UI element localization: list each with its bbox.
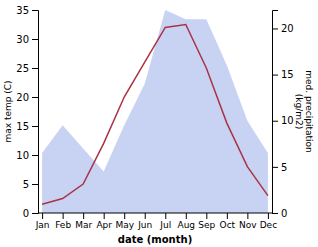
tick-mark [104,213,105,219]
tick: 20 [16,92,38,103]
tick-label: Jan [35,220,50,230]
tick: 20 [272,23,294,34]
y2-axis: 0 5 10 15 20 [272,11,294,219]
y-axis-title: max temp (C) [3,80,13,142]
tick-mark [32,10,38,11]
tick-mark [272,75,278,76]
tick-mark [42,213,43,219]
tick: 35 [16,5,38,16]
tick-label: Nov [239,220,257,230]
tick: Jun [137,213,152,230]
tick-label: 5 [23,179,29,190]
tick-label: Aug [178,220,196,230]
tick-label: 35 [16,5,29,16]
tick-mark [247,213,248,219]
tick-mark [32,97,38,98]
tick: Feb [55,213,71,230]
x-axis-title: date (month) [118,234,192,245]
tick-mark [272,28,278,29]
tick: Aug [178,213,196,230]
tick-mark [32,155,38,156]
tick: 10 [16,150,38,161]
axis-line [273,11,279,214]
tick-label: 15 [281,69,294,80]
marks [42,10,268,213]
precip-area [42,10,268,213]
tick-mark [272,121,278,122]
tick: Dec [260,213,277,230]
tick: Apr [96,213,112,230]
tick-mark [268,213,269,219]
tick: 0 [272,208,287,219]
tick-label: 5 [281,162,287,173]
tick: 10 [272,115,294,126]
tick-mark [32,126,38,127]
tick-mark [227,213,228,219]
tick: 25 [16,63,38,74]
tick-mark [145,213,146,219]
tick-mark [32,68,38,69]
tick: 5 [23,179,38,190]
chart: Jan Feb Mar AprMayJun Jul AugSep OctNovDec 0 5 10… [0,0,318,247]
tick: 30 [16,34,38,45]
tick-label: 20 [281,23,294,34]
tick-label: 10 [16,150,29,161]
temp-line [42,25,268,205]
tick-mark [186,213,187,219]
tick: 5 [272,162,287,173]
tick: 15 [272,69,294,80]
tick: Jan [35,213,50,230]
tick-label: Feb [55,220,71,230]
tick-mark [83,213,84,219]
tick-label: Sep [198,220,215,230]
tick-mark [32,213,38,214]
tick: Nov [239,213,257,230]
tick-mark [63,213,64,219]
tick: May [115,213,134,230]
tick-label: 20 [16,92,29,103]
tick-mark [272,167,278,168]
tick-label: Apr [96,220,112,230]
tick: Sep [198,213,215,230]
tick: Mar [75,213,92,230]
tick-label: Jul [159,220,171,230]
axis-line [38,213,272,214]
axis-line [32,11,39,214]
plot: Jan Feb Mar AprMayJun Jul AugSep OctNovDec 0 5 10… [3,5,314,245]
tick-mark [32,184,38,185]
tick-label: 0 [23,208,29,219]
tick-label: 30 [16,34,29,45]
tick-label: May [115,220,134,230]
y-axis: 0 5 10 15 20 25 30 35 [16,5,38,219]
tick: Oct [220,213,236,230]
tick: Jul [159,213,171,230]
tick-mark [165,213,166,219]
x-axis: Jan Feb Mar AprMayJun Jul AugSep OctNovDec [35,213,277,230]
tick-mark [124,213,125,219]
tick-label: 25 [16,63,29,74]
tick-label: 10 [281,115,294,126]
tick: 0 [23,208,38,219]
tick-mark [206,213,207,219]
tick-label: 0 [281,208,287,219]
tick-label: Dec [260,220,277,230]
tick-mark [32,39,38,40]
tick: 15 [16,121,38,132]
tick-label: Oct [220,220,236,230]
tick-label: 15 [16,121,29,132]
tick-label: Mar [75,220,92,230]
y2-axis-title: med. precipitation(kg/m2) [294,70,314,152]
tick-mark [272,213,278,214]
tick-label: Jun [137,220,152,230]
